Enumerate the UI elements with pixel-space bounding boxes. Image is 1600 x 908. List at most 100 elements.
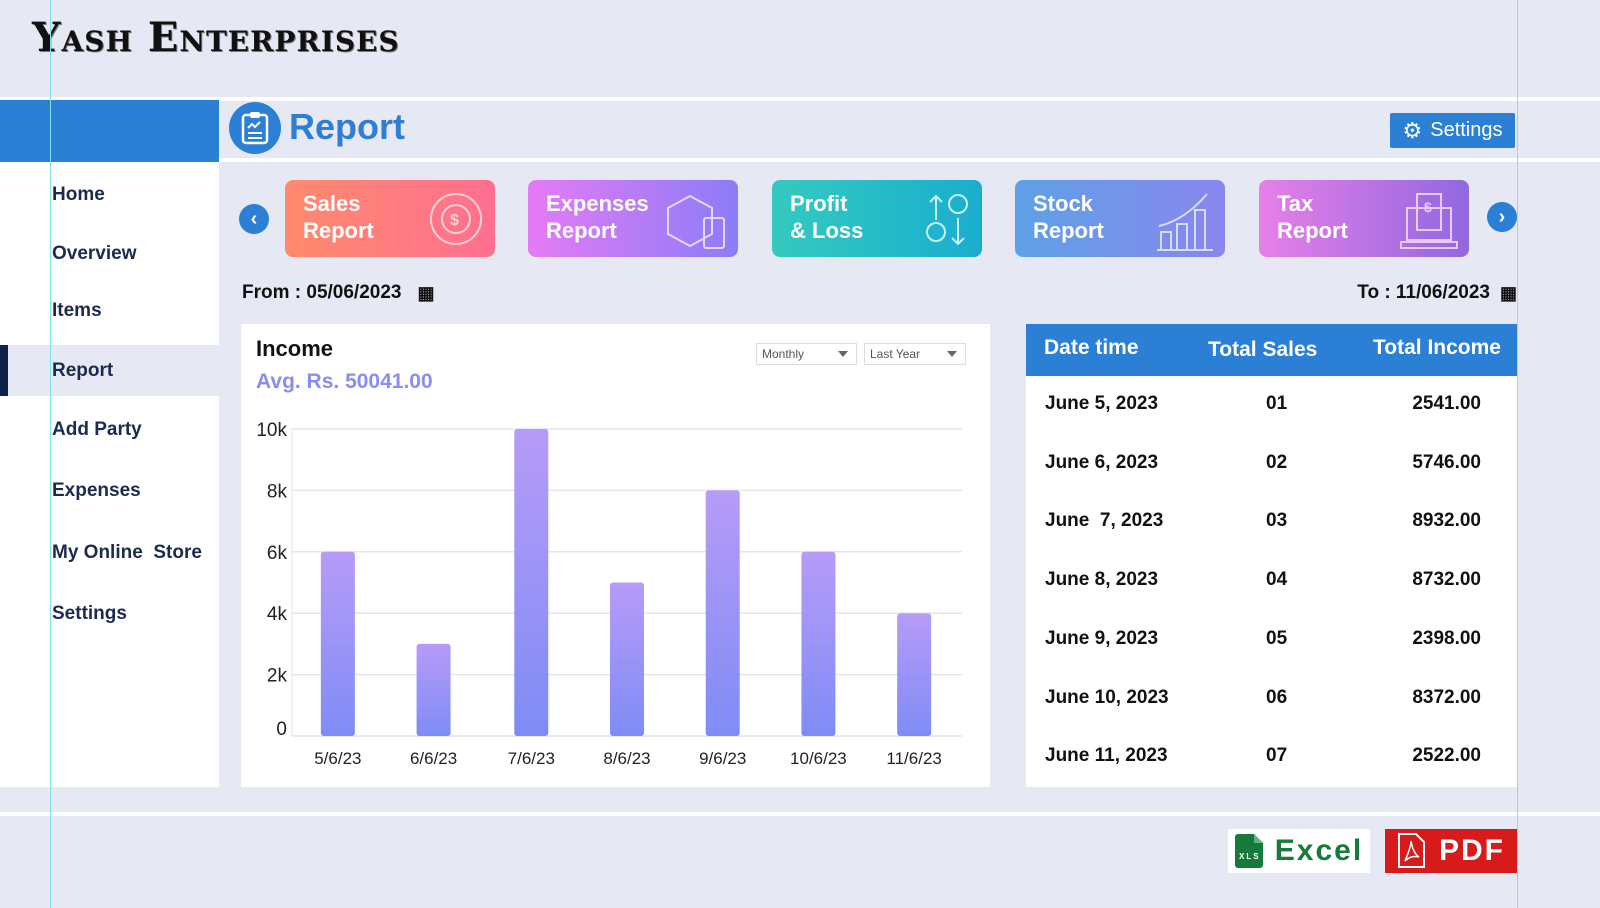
table-cell: June 10, 2023 (1045, 686, 1169, 708)
table-cell: June 6, 2023 (1045, 451, 1159, 473)
x-tick-label: 6/6/23 (410, 749, 457, 768)
bar[interactable] (801, 551, 836, 736)
column-header: Total Sales (1208, 338, 1318, 361)
export-pdf-button[interactable]: PDF (1385, 829, 1517, 873)
settings-button[interactable]: ⚙ Settings (1390, 113, 1515, 148)
report-clipboard-icon (229, 102, 281, 154)
to-date-label: To : 11/06/2023 (1357, 282, 1490, 303)
pdf-label: PDF (1439, 834, 1505, 867)
growth-chart-icon (1157, 193, 1213, 251)
excel-label: Excel (1274, 834, 1364, 867)
export-excel-button[interactable]: XLS Excel (1228, 829, 1370, 873)
table-cell: 01 (1266, 393, 1288, 414)
calendar-icon[interactable]: ▦ (1499, 282, 1517, 303)
sidebar-item-expenses[interactable]: Expenses (52, 480, 141, 501)
sidebar-item-add-party[interactable]: Add Party (52, 419, 142, 440)
bar[interactable] (320, 551, 355, 736)
bar[interactable] (416, 643, 451, 736)
range-select[interactable]: Last Year (864, 343, 966, 365)
table-row: June 7, 2023 03 8932.00 (1026, 510, 1517, 540)
calendar-icon[interactable]: ▦ (417, 282, 435, 303)
guide-line (50, 0, 51, 908)
income-chart-panel: Income Avg. Rs. 50041.00 0 2k 4k 6k 8k 10k 5/6… (241, 324, 990, 787)
carousel-next-button[interactable]: › (1487, 202, 1517, 232)
card-expenses-report[interactable]: Expenses Report (528, 180, 738, 257)
svg-text:$: $ (1424, 199, 1432, 215)
table-cell: 8372.00 (1412, 686, 1481, 708)
brand-title: Yash Enterprises (32, 14, 400, 61)
column-header: Total Income (1373, 336, 1501, 359)
bar[interactable] (610, 582, 644, 737)
table-cell: June 7, 2023 (1045, 510, 1164, 532)
caret-down-icon (947, 351, 957, 357)
table-cell: 2541.00 (1412, 393, 1481, 414)
bar[interactable] (514, 429, 549, 736)
table-cell: 8732.00 (1412, 569, 1481, 591)
chevron-left-icon: ‹ (250, 207, 258, 230)
card-profit-loss[interactable]: Profit & Loss (772, 180, 982, 257)
x-tick-label: 7/6/23 (508, 749, 555, 768)
money-arrows-icon (926, 194, 968, 246)
card-label: Report (303, 218, 374, 243)
bar[interactable] (705, 490, 740, 736)
avg-income: Avg. Rs. 50041.00 (256, 370, 433, 393)
x-tick-label: 11/6/23 (886, 749, 941, 768)
card-label: Report (1277, 218, 1348, 243)
table-cell: 06 (1266, 686, 1288, 708)
table-cell: 04 (1266, 569, 1288, 591)
sidebar-item-report[interactable]: Report (0, 345, 219, 396)
table-row: June 6, 2023 02 5746.00 (1026, 452, 1517, 482)
table-cell: 03 (1266, 510, 1288, 532)
table-cell: 02 (1266, 451, 1288, 473)
sidebar-item-items[interactable]: Items (52, 300, 102, 321)
sidebar-item-overview[interactable]: Overview (52, 243, 137, 264)
table-cell: June 9, 2023 (1045, 627, 1159, 649)
divider (0, 97, 1600, 101)
carousel-prev-button[interactable]: ‹ (239, 204, 269, 234)
y-tick-label: 4k (267, 604, 288, 625)
sidebar-item-online-store[interactable]: My Online Store (52, 542, 202, 563)
card-label: Tax (1277, 191, 1314, 216)
table-row: June 5, 2023 01 2541.00 (1026, 393, 1517, 423)
y-tick-label: 10k (256, 420, 287, 441)
table-header: Date time Total Sales Total Income (1026, 324, 1517, 376)
chart-title: Income (256, 336, 334, 361)
bar[interactable] (897, 613, 932, 736)
caret-down-icon (838, 351, 848, 357)
bar-chart: 0 2k 4k 6k 8k 10k 5/6/23 6/6/23 7/6/23 8/6/23 9/6/… (256, 420, 962, 768)
from-date-label: From : 05/06/2023 (242, 282, 402, 303)
card-label: Profit (790, 191, 848, 216)
page-title: Report (289, 106, 405, 147)
period-select[interactable]: Monthly (756, 343, 857, 365)
to-date[interactable]: To : 11/06/2023 ▦ (1357, 282, 1517, 304)
sidebar: Home Overview Items Report Add Party Exp… (0, 162, 219, 787)
table-cell: 07 (1266, 745, 1288, 767)
card-label: Expenses (546, 191, 649, 216)
pdf-file-icon (1398, 833, 1425, 868)
sidebar-item-settings[interactable]: Settings (52, 603, 127, 624)
y-tick-label: 8k (267, 481, 288, 502)
card-label: Sales (303, 191, 361, 216)
table-row: June 10, 2023 06 8372.00 (1026, 687, 1517, 717)
chevron-right-icon: › (1498, 205, 1506, 228)
table-cell: 2398.00 (1412, 627, 1481, 649)
divider (0, 812, 1600, 816)
card-tax-report[interactable]: Tax Report $ (1259, 180, 1469, 257)
card-label: Report (546, 218, 617, 243)
card-stock-report[interactable]: Stock Report (1015, 180, 1225, 257)
card-sales-report[interactable]: Sales Report $ (285, 180, 495, 257)
card-label: Stock (1033, 191, 1093, 216)
xls-file-icon: XLS (1234, 834, 1263, 868)
table-cell: 2522.00 (1412, 745, 1481, 767)
svg-text:$: $ (450, 212, 459, 229)
income-table: Date time Total Sales Total Income June … (1026, 324, 1517, 787)
from-date[interactable]: From : 05/06/2023 ▦ (242, 282, 435, 304)
card-label: Report (1033, 218, 1104, 243)
svg-text:XLS: XLS (1239, 852, 1261, 861)
box-checklist-icon (667, 194, 725, 249)
x-tick-label: 9/6/23 (699, 749, 746, 768)
x-tick-label: 10/6/23 (790, 749, 847, 768)
sidebar-item-home[interactable]: Home (52, 184, 105, 205)
table-cell: 05 (1266, 627, 1288, 649)
y-tick-label: 6k (267, 543, 288, 564)
